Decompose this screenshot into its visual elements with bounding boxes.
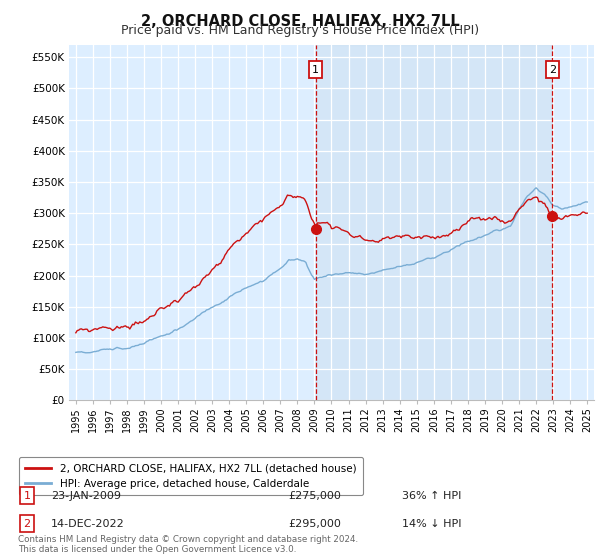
Text: £275,000: £275,000 [288, 491, 341, 501]
Text: 14% ↓ HPI: 14% ↓ HPI [402, 519, 461, 529]
Text: 2: 2 [549, 65, 556, 74]
Text: Contains HM Land Registry data © Crown copyright and database right 2024.
This d: Contains HM Land Registry data © Crown c… [18, 535, 358, 554]
Text: 2: 2 [23, 519, 31, 529]
Text: 23-JAN-2009: 23-JAN-2009 [51, 491, 121, 501]
Text: 1: 1 [312, 65, 319, 74]
Text: £295,000: £295,000 [288, 519, 341, 529]
Text: 36% ↑ HPI: 36% ↑ HPI [402, 491, 461, 501]
Text: Price paid vs. HM Land Registry's House Price Index (HPI): Price paid vs. HM Land Registry's House … [121, 24, 479, 37]
Text: 2, ORCHARD CLOSE, HALIFAX, HX2 7LL: 2, ORCHARD CLOSE, HALIFAX, HX2 7LL [140, 14, 460, 29]
Bar [316, 45, 553, 400]
Legend: 2, ORCHARD CLOSE, HALIFAX, HX2 7LL (detached house), HPI: Average price, detache: 2, ORCHARD CLOSE, HALIFAX, HX2 7LL (deta… [19, 457, 362, 495]
Text: 14-DEC-2022: 14-DEC-2022 [51, 519, 125, 529]
Text: 1: 1 [23, 491, 31, 501]
